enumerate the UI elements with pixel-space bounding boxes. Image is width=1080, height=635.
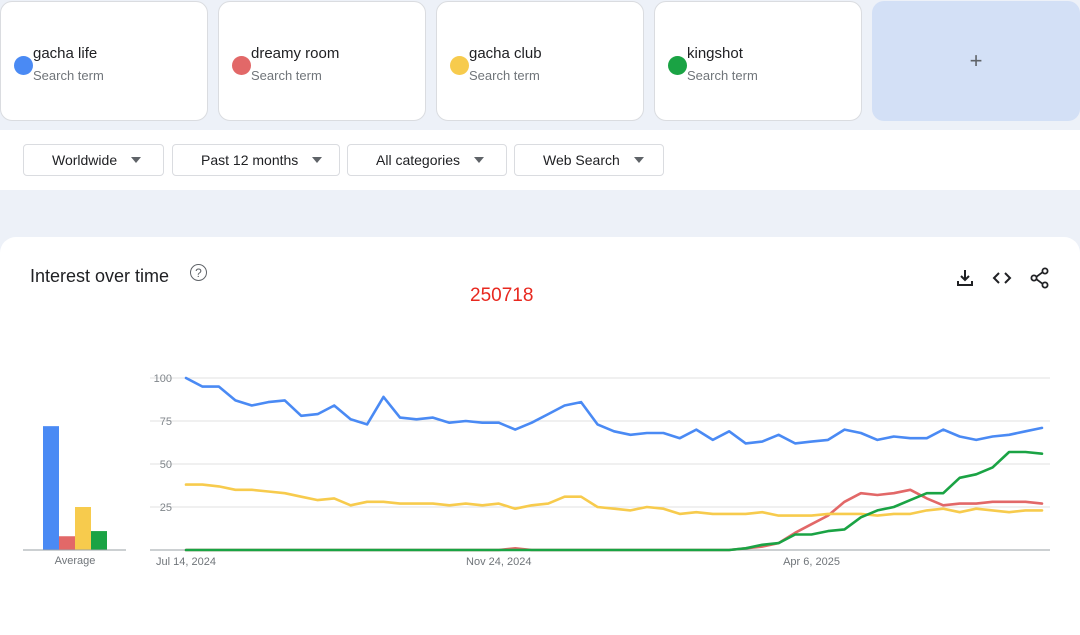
- term-card-gacha-life[interactable]: gacha life Search term: [0, 1, 208, 121]
- term-name: gacha club: [469, 45, 542, 62]
- series-line-gacha-club: [184, 483, 1044, 517]
- term-color-dot: [232, 56, 251, 75]
- term-subtitle: Search term: [469, 68, 540, 83]
- y-tick-label: 75: [160, 416, 172, 428]
- caret-down-icon: [633, 157, 644, 163]
- interest-chart: 25 50 75 100 Jul 14, 2024 Nov 24, 2024 Apr 6, …: [23, 373, 1050, 568]
- category-label: All categories: [376, 152, 461, 168]
- average-bar: [59, 536, 75, 550]
- region-label: Worldwide: [52, 152, 118, 168]
- term-color-dot: [450, 56, 469, 75]
- time-range-dropdown[interactable]: Past 12 months: [172, 144, 340, 176]
- x-tick-label: Apr 6, 2025: [783, 556, 840, 568]
- term-subtitle: Search term: [687, 68, 758, 83]
- y-tick-label: 100: [154, 373, 172, 385]
- average-bar: [91, 531, 107, 550]
- average-label: Average: [55, 555, 96, 567]
- term-card-dreamy-room[interactable]: dreamy room Search term: [218, 1, 426, 121]
- plus-icon: +: [969, 48, 983, 73]
- y-tick-label: 25: [160, 502, 172, 514]
- filter-bar: Worldwide Past 12 months All categories …: [0, 130, 1080, 190]
- series-line-gacha-life: [184, 376, 1044, 445]
- add-comparison-button[interactable]: +: [872, 1, 1080, 121]
- help-icon[interactable]: ?: [190, 264, 207, 281]
- search-type-label: Web Search: [543, 152, 620, 168]
- caret-down-icon: [474, 157, 485, 163]
- term-name: dreamy room: [251, 45, 340, 62]
- term-name: gacha life: [33, 45, 98, 62]
- overlay-stamp-text: 250718: [470, 285, 534, 306]
- caret-down-icon: [312, 157, 323, 163]
- y-tick-label: 50: [160, 459, 172, 471]
- x-tick-label: Nov 24, 2024: [466, 556, 531, 568]
- term-color-dot: [14, 56, 33, 75]
- series-line-kingshot: [184, 450, 1044, 552]
- term-card-gacha-club[interactable]: gacha club Search term: [436, 1, 644, 121]
- search-type-dropdown[interactable]: Web Search: [514, 144, 664, 176]
- term-card-kingshot[interactable]: kingshot Search term: [654, 1, 862, 121]
- average-bar: [75, 507, 91, 550]
- time-range-label: Past 12 months: [201, 152, 299, 168]
- term-color-dot: [668, 56, 687, 75]
- average-bar: [43, 426, 59, 550]
- card-title: Interest over time: [30, 266, 170, 286]
- embed-icon[interactable]: [991, 267, 1013, 289]
- caret-down-icon: [131, 157, 142, 163]
- share-icon[interactable]: [1029, 267, 1051, 289]
- x-tick-label: Jul 14, 2024: [156, 556, 216, 568]
- category-dropdown[interactable]: All categories: [347, 144, 507, 176]
- interest-over-time-card: Interest over time ? 250718 25 50 75 100 Jul…: [0, 237, 1080, 635]
- term-subtitle: Search term: [33, 68, 104, 83]
- region-dropdown[interactable]: Worldwide: [23, 144, 164, 176]
- download-icon[interactable]: [954, 267, 976, 289]
- term-subtitle: Search term: [251, 68, 322, 83]
- search-terms-bar: gacha life Search term dreamy room Searc…: [0, 0, 1080, 124]
- term-name: kingshot: [687, 45, 743, 62]
